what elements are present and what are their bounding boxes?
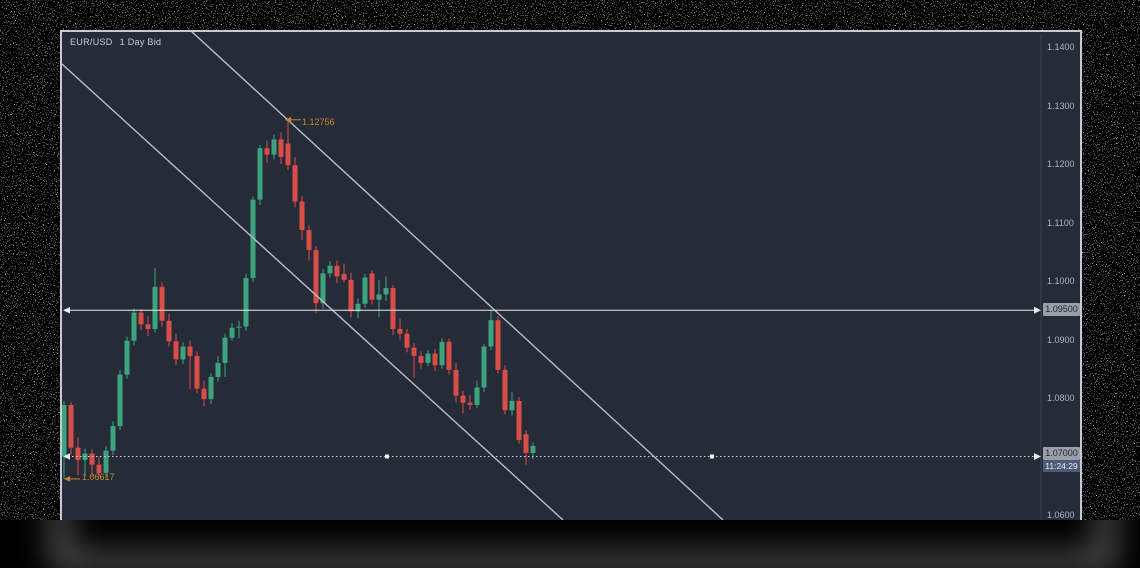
- line-arrow-right-icon: [1034, 306, 1041, 314]
- timeframe-label: 1 Day Bid: [119, 37, 162, 47]
- hline-price-tag-1070[interactable]: 1.07000: [1043, 446, 1080, 460]
- axis-tick-label: 1.1400: [1047, 42, 1075, 52]
- candle-body: [75, 447, 81, 461]
- axis-tick-label: 1.1300: [1047, 100, 1075, 111]
- candle-body: [257, 148, 263, 200]
- candle-body: [488, 320, 494, 347]
- candle-body: [159, 286, 165, 321]
- chart-panel: [60, 30, 1082, 520]
- candle-body: [208, 376, 214, 400]
- candle-body: [390, 288, 396, 329]
- trend-line-channel-lower[interactable]: [62, 63, 564, 520]
- candle-body: [68, 405, 74, 448]
- candle-body: [110, 426, 116, 451]
- candle-countdown-timer: 11:24:29: [1043, 459, 1080, 472]
- candle-body: [236, 326, 242, 328]
- candle-body: [425, 353, 431, 363]
- candle-body: [250, 199, 256, 279]
- axis-tick-label: 1.1100: [1047, 217, 1074, 228]
- candle-body: [383, 288, 389, 295]
- candle-body: [222, 337, 228, 363]
- candle-body: [495, 320, 501, 370]
- candle-body: [124, 340, 130, 375]
- candle-body: [180, 346, 186, 360]
- candle-body: [439, 341, 445, 366]
- line-arrow-right-icon: [1034, 453, 1041, 460]
- candle-body: [516, 400, 522, 441]
- hline-price-tag-1095[interactable]: 1.09500: [1043, 302, 1080, 316]
- candle-body: [446, 341, 452, 370]
- line-arrow-left-icon: [63, 307, 70, 314]
- candle-body: [299, 201, 305, 231]
- candle-body: [271, 139, 277, 155]
- candle-body: [138, 312, 144, 325]
- candle-body: [313, 249, 319, 304]
- chart-title: EUR/USD 1 Day Bid: [70, 37, 161, 47]
- candle-body: [404, 333, 410, 348]
- chart-plot-area[interactable]: [62, 30, 1042, 520]
- low-price-annotation[interactable]: 1.06617: [82, 471, 115, 482]
- candle-body: [215, 362, 221, 377]
- candle-body: [173, 341, 179, 360]
- symbol-label: EUR/USD: [70, 37, 113, 47]
- candle-body: [292, 165, 298, 202]
- candle-body: [243, 278, 249, 327]
- candle-body: [502, 369, 508, 411]
- annotation-arrow-left-icon: [64, 476, 70, 482]
- trend-line-channel-upper[interactable]: [190, 30, 724, 520]
- candle-body: [320, 273, 326, 304]
- high-price-annotation[interactable]: 1.12756: [302, 116, 335, 127]
- candle-body: [376, 294, 382, 300]
- candle-body: [355, 303, 361, 312]
- chart-canvas[interactable]: [0, 0, 1140, 520]
- candle-body: [474, 387, 480, 406]
- candle-body: [187, 346, 193, 356]
- axis-tick-label: 1.0800: [1047, 393, 1075, 403]
- annotation-arrow-left-icon: [285, 116, 291, 123]
- candle-body: [418, 355, 424, 363]
- candle-body: [89, 453, 95, 465]
- candle-body: [278, 139, 284, 157]
- candle-body: [397, 328, 403, 334]
- candle-body: [62, 405, 67, 457]
- candle-body: [131, 312, 137, 341]
- candle-body: [432, 353, 438, 366]
- candle-body: [481, 346, 487, 388]
- candle-body: [166, 320, 172, 342]
- candle-body: [96, 464, 102, 473]
- candle-body: [229, 327, 235, 338]
- candle-body: [145, 324, 151, 329]
- candle-body: [530, 445, 536, 453]
- candle-body: [348, 279, 354, 312]
- axis-tick-label: 1.1000: [1047, 276, 1075, 286]
- line-handle[interactable]: [710, 454, 714, 459]
- candle-body: [103, 450, 109, 473]
- candle-body: [523, 434, 529, 453]
- candle-body: [327, 265, 333, 274]
- axis-tick-label: 1.0600: [1047, 510, 1075, 520]
- candle-body: [453, 369, 459, 396]
- axis-tick-label: 1.0900: [1047, 334, 1075, 345]
- candle-body: [334, 265, 340, 277]
- candle-body: [460, 395, 466, 403]
- candle-body: [152, 286, 158, 329]
- candle-body: [369, 273, 375, 300]
- candle-body: [201, 388, 207, 400]
- candle-body: [285, 143, 291, 166]
- candle-body: [117, 374, 123, 427]
- candle-body: [306, 230, 312, 250]
- candle-body: [509, 400, 515, 411]
- candle-body: [467, 402, 473, 406]
- candle-body: [411, 347, 417, 356]
- candle-body: [341, 273, 347, 280]
- axis-tick-label: 1.1200: [1047, 159, 1075, 169]
- candle-body: [194, 355, 200, 389]
- candle-body: [362, 277, 368, 304]
- line-handle[interactable]: [385, 454, 389, 459]
- candle-body: [264, 148, 270, 155]
- line-arrow-left-icon: [63, 453, 70, 460]
